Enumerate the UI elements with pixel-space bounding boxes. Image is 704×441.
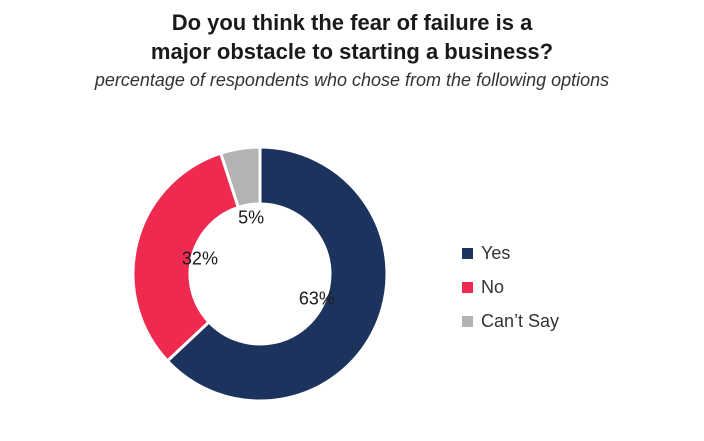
slice-label-2: 5% — [238, 208, 264, 228]
legend-label-1: No — [481, 276, 505, 297]
slice-label-1: 32% — [182, 249, 218, 269]
legend-swatch-2 — [462, 315, 473, 327]
legend-label-0: Yes — [481, 242, 511, 263]
legend-item-1: No — [462, 270, 559, 304]
legend-item-0: Yes — [462, 236, 559, 270]
legend-swatch-1 — [462, 281, 473, 293]
legend-item-2: Can’t Say — [462, 304, 559, 338]
donut-slice-1 — [131, 151, 241, 364]
chart-title: Do you think the fear of failure is a ma… — [0, 8, 704, 66]
donut-slice-2 — [218, 145, 262, 210]
donut-slices — [131, 145, 389, 403]
chart-title-line-2: major obstacle to starting a business? — [150, 39, 554, 64]
slice-label-0: 63% — [299, 289, 335, 309]
chart-subtitle: percentage of respondents who chose from… — [94, 70, 610, 90]
legend-label-2: Can’t Say — [481, 310, 560, 331]
donut-slice-labels: 63% 32% 5% — [182, 208, 335, 309]
donut-slice-0 — [165, 145, 389, 403]
chart-title-line-1: Do you think the fear of failure is a — [171, 10, 533, 35]
chart-legend: Yes No Can’t Say — [462, 236, 559, 338]
legend-swatch-0 — [462, 247, 473, 259]
